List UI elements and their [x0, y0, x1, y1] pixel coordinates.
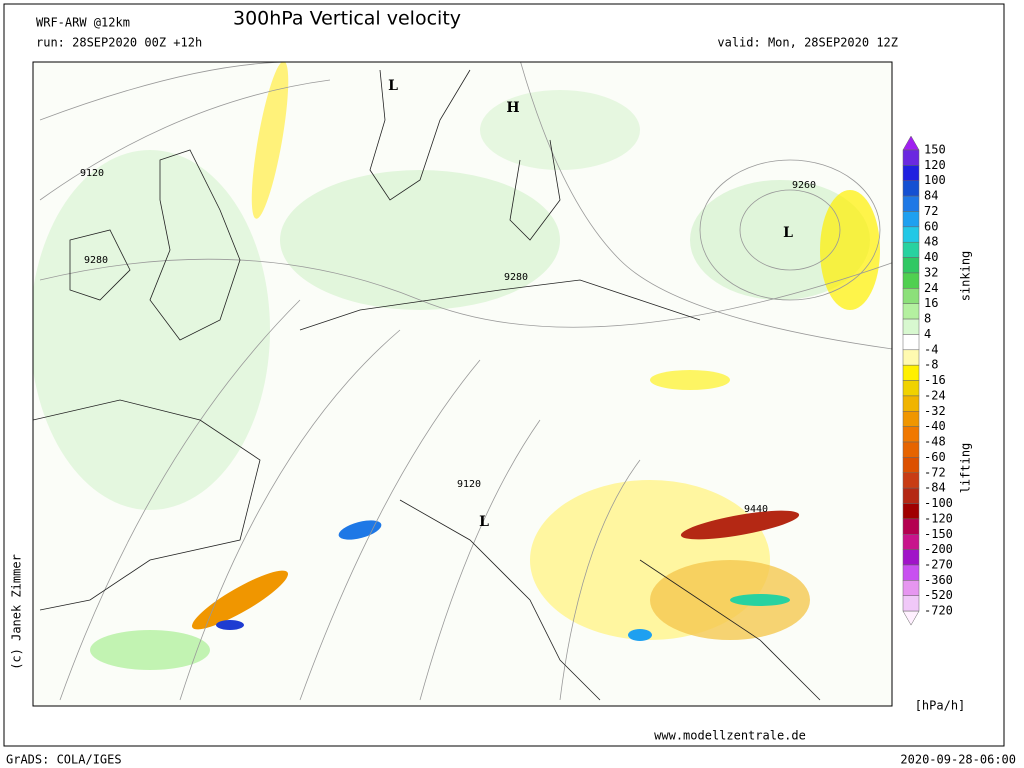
- colorbar-level-label: 48: [924, 235, 938, 249]
- website: www.modellzentrale.de: [654, 729, 806, 743]
- map-title: 300hPa Vertical velocity: [233, 8, 461, 30]
- low-pressure-center: L: [479, 514, 489, 530]
- colorbar-level-label: -84: [924, 481, 946, 495]
- colorbar-box: [902, 195, 920, 212]
- contour-label: 9280: [504, 272, 528, 283]
- colorbar-box: [902, 395, 920, 412]
- colorbar-box: [902, 518, 920, 535]
- colorbar-box: [902, 334, 920, 351]
- colorbar-level-label: -24: [924, 388, 946, 402]
- run-label: run: 28SEP2020 00Z +12h: [36, 36, 202, 50]
- contour-label: 9440: [744, 504, 768, 515]
- colorbar-level-label: 4: [924, 327, 931, 341]
- colorbar-upper-label: sinking: [959, 251, 973, 302]
- valid-label: valid: Mon, 28SEP2020 12Z: [717, 36, 898, 50]
- colorbar-box: [902, 503, 920, 520]
- low-pressure-center: L: [388, 78, 398, 94]
- colorbar-box: [902, 288, 920, 304]
- colorbar-level-label: -8: [924, 358, 938, 372]
- colorbar-box: [902, 564, 920, 581]
- colorbar-box: [902, 241, 920, 258]
- colorbar-box: [902, 380, 920, 397]
- colorbar-box: [902, 180, 920, 197]
- software-credit: GrADS: COLA/IGES: [6, 753, 122, 767]
- colorbar-level-label: -720: [924, 604, 953, 618]
- colorbar-box: [902, 272, 920, 289]
- timestamp: 2020-09-28-06:00: [900, 753, 1016, 767]
- colorbar-box: [902, 549, 920, 566]
- colorbar-level-label: 72: [924, 204, 938, 218]
- colorbar-unit: [hPa/h]: [915, 699, 966, 713]
- map-area: 9120 9280 9280 9260 9120 9440 H L L L: [32, 61, 893, 707]
- colorbar-box: [902, 257, 920, 274]
- colorbar-triangle: [902, 610, 920, 626]
- contour-label: 9120: [457, 479, 481, 490]
- colorbar-box: [902, 226, 920, 243]
- colorbar-level-label: -120: [924, 511, 953, 525]
- colorbar-box: [902, 595, 920, 612]
- colorbar-box: [902, 303, 920, 320]
- colorbar-level-label: 8: [924, 312, 931, 326]
- colorbar-box: [902, 411, 920, 427]
- colorbar-level-label: 24: [924, 281, 938, 295]
- colorbar-box: [902, 149, 920, 166]
- contour-label: 9120: [80, 168, 104, 179]
- colorbar-box: [902, 580, 920, 596]
- colorbar-box: [902, 165, 920, 181]
- colorbar-level-label: -16: [924, 373, 946, 387]
- colorbar-level-label: -520: [924, 588, 953, 602]
- colorbar-level-label: 60: [924, 219, 938, 233]
- map-frame: [32, 61, 893, 707]
- colorbar-level-label: -360: [924, 573, 953, 587]
- colorbar-level-label: 16: [924, 296, 938, 310]
- colorbar-level-label: 84: [924, 189, 938, 203]
- colorbar-level-label: 120: [924, 158, 946, 172]
- colorbar-box: [902, 534, 920, 550]
- colorbar-box: [902, 441, 920, 458]
- colorbar-level-label: 100: [924, 173, 946, 187]
- colorbar-box: [902, 211, 920, 228]
- field-shading: [33, 62, 892, 701]
- colorbar-level-label: -40: [924, 419, 946, 433]
- colorbar-box: [902, 318, 920, 335]
- contour-label: 9260: [792, 180, 816, 191]
- colorbar-level-label: -32: [924, 404, 946, 418]
- colorbar-level-label: -100: [924, 496, 953, 510]
- colorbar-box: [902, 364, 920, 381]
- colorbar-level-label: -60: [924, 450, 946, 464]
- contour-label: 9280: [84, 255, 108, 266]
- high-pressure-center: H: [506, 100, 519, 116]
- colorbar-lower-label: lifting: [959, 443, 973, 494]
- colorbar-box: [902, 349, 920, 366]
- copyright: (c) Janek Zimmer: [10, 554, 24, 670]
- colorbar-level-label: -270: [924, 557, 953, 571]
- colorbar-box: [902, 457, 920, 474]
- colorbar-box: [902, 487, 920, 504]
- colorbar-level-label: 40: [924, 250, 938, 264]
- colorbar-level-label: -72: [924, 465, 946, 479]
- colorbar-level-label: -48: [924, 435, 946, 449]
- colorbar-level-label: -4: [924, 342, 938, 356]
- colorbar-level-label: -200: [924, 542, 953, 556]
- colorbar-level-label: -150: [924, 527, 953, 541]
- colorbar: 150120100847260484032241684-4-8-16-24-32…: [902, 135, 953, 626]
- colorbar-box: [902, 472, 920, 489]
- colorbar-level-label: 32: [924, 265, 938, 279]
- colorbar-level-label: 150: [924, 143, 946, 157]
- low-pressure-center: L: [783, 225, 793, 241]
- colorbar-box: [902, 426, 920, 443]
- model-label: WRF-ARW @12km: [36, 16, 130, 30]
